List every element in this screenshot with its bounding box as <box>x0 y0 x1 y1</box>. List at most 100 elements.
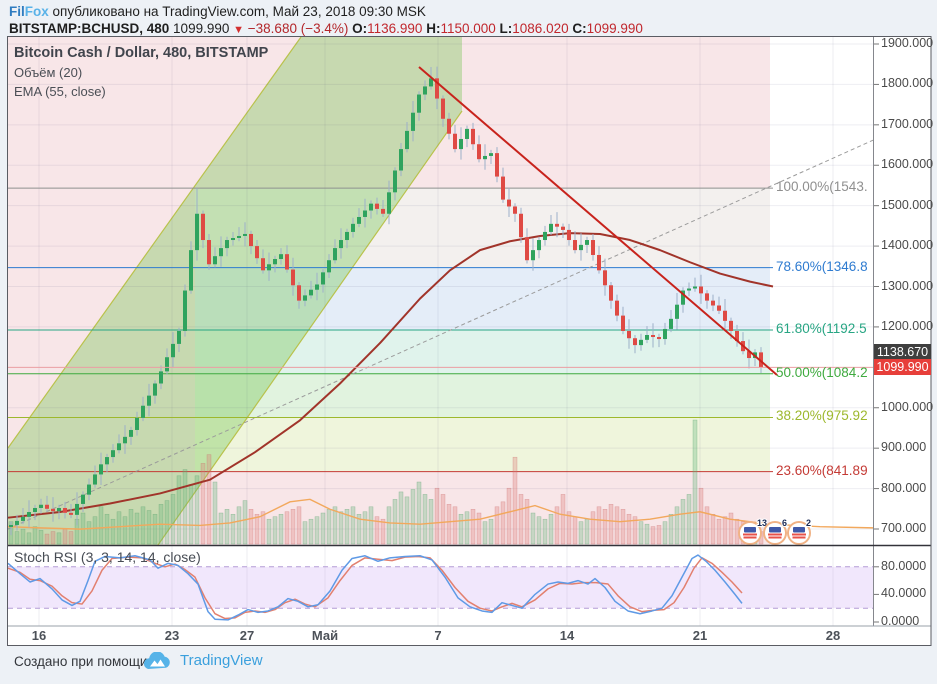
fib-zone-1 <box>195 267 770 330</box>
candle-body <box>699 286 703 294</box>
author-link[interactable]: Fil <box>9 4 25 19</box>
downtrend-line[interactable] <box>418 66 778 376</box>
idea-marker[interactable]: 6 <box>763 517 788 545</box>
volume-bar <box>722 516 728 545</box>
candle-body <box>93 474 97 485</box>
fib-zone-2 <box>195 329 770 374</box>
candle-body <box>675 304 679 319</box>
volume-bar <box>410 489 416 545</box>
volume-bar <box>308 518 314 545</box>
volume-bar <box>236 506 242 545</box>
candle-body <box>111 450 115 458</box>
candle-body <box>33 507 37 513</box>
footer-credit-text: Создано при помощи <box>14 654 148 669</box>
volume-bar <box>86 521 92 545</box>
open-key: O: <box>352 21 368 36</box>
volume-bar <box>686 494 692 545</box>
volume-bar <box>458 513 464 545</box>
volume-bar <box>272 516 278 545</box>
candle-body <box>717 305 721 311</box>
price-tick-1800.000: 1800.000 <box>881 76 934 91</box>
author-link-2[interactable]: Fox <box>24 4 49 19</box>
volume-bar <box>548 513 554 545</box>
time-label-21: 21 <box>692 628 708 643</box>
channel-upper-edge[interactable] <box>7 36 302 449</box>
volume-bar <box>20 528 26 545</box>
last-price-label: 1099.990 <box>874 359 931 376</box>
stoch-tick-40.0000: 40.0000 <box>881 586 927 601</box>
stoch-rsi-legend[interactable]: Stoch RSI (3, 3, 14, 14, close) <box>14 549 201 565</box>
candle-body <box>129 429 133 437</box>
volume-bar <box>470 509 476 545</box>
volume-bar <box>176 475 182 545</box>
volume-bar <box>188 484 194 545</box>
volume-bar <box>500 501 506 545</box>
price-tick-1700.000: 1700.000 <box>881 116 934 131</box>
candle-body <box>255 246 259 259</box>
tradingview-brand-link[interactable]: TradingView <box>180 652 263 669</box>
candle-body <box>507 199 511 207</box>
candle-body <box>603 270 607 286</box>
candle-body <box>327 260 331 273</box>
volume-bar <box>32 526 38 545</box>
price-tick-1900.000: 1900.000 <box>881 36 934 50</box>
time-label-7: 7 <box>434 628 442 643</box>
candle-body <box>759 352 763 368</box>
candle-body <box>693 286 697 289</box>
stoch-k-line <box>7 554 743 621</box>
close-key: C: <box>572 21 587 36</box>
candle-body <box>393 170 397 193</box>
volume-bar <box>266 518 272 545</box>
volume-bar <box>116 511 122 545</box>
ema-line[interactable] <box>7 232 774 519</box>
channel-lower-edge[interactable] <box>157 110 463 546</box>
candle-body <box>471 128 475 145</box>
price-tick-1600.000: 1600.000 <box>881 157 934 172</box>
candle-body <box>75 503 79 515</box>
volume-bar <box>326 509 332 545</box>
candle-body <box>561 226 565 230</box>
volume-bar <box>62 528 68 545</box>
ema-value-label: 1138.670 <box>874 343 931 360</box>
legend-volume-indicator[interactable]: Объём (20) <box>14 65 83 80</box>
candle-body <box>711 300 715 306</box>
trend-channel[interactable] <box>8 37 462 545</box>
idea-marker[interactable]: 13 <box>738 517 768 545</box>
price-axis-bg[interactable] <box>874 37 931 626</box>
fib-zone-0 <box>195 188 770 268</box>
volume-bar <box>566 511 572 545</box>
price-tick-700.000: 700.000 <box>881 521 927 535</box>
volume-bar <box>662 521 668 545</box>
chart-legend-title[interactable]: Bitcoin Cash / Dollar, 480, BITSTAMP <box>14 45 269 61</box>
volume-bar <box>362 511 368 545</box>
tradingview-logo-icon[interactable] <box>142 652 174 674</box>
low-value: 1086.020 <box>512 21 569 36</box>
volume-bar <box>230 513 236 545</box>
price-tick-800.000: 800.000 <box>881 480 927 495</box>
candle-body <box>591 240 595 255</box>
candle-body <box>423 86 427 95</box>
candle-body <box>207 240 211 265</box>
candle-body <box>153 383 157 396</box>
price-tick-1500.000: 1500.000 <box>881 197 934 212</box>
volume-bar <box>434 487 440 545</box>
candle-body <box>549 223 553 232</box>
candle-body <box>27 512 31 517</box>
candle-body <box>555 223 559 227</box>
idea-marker[interactable]: 2 <box>787 517 812 545</box>
fib-label-2: 61.80%(1192.5 <box>776 320 867 336</box>
candle-body <box>615 300 619 316</box>
volume-bar <box>200 463 206 545</box>
candle-body <box>633 338 637 346</box>
volume-bar <box>26 532 32 545</box>
symbol-name[interactable]: BITSTAMP:BCHUSD, 480 <box>9 21 170 36</box>
volume-bar <box>98 506 104 545</box>
candle-body <box>225 240 229 249</box>
candle-body <box>579 244 583 251</box>
volume-bar <box>14 531 20 545</box>
legend-ema-indicator[interactable]: EMA (55, close) <box>14 84 106 99</box>
volume-bar <box>302 521 308 545</box>
volume-bar <box>278 513 284 545</box>
